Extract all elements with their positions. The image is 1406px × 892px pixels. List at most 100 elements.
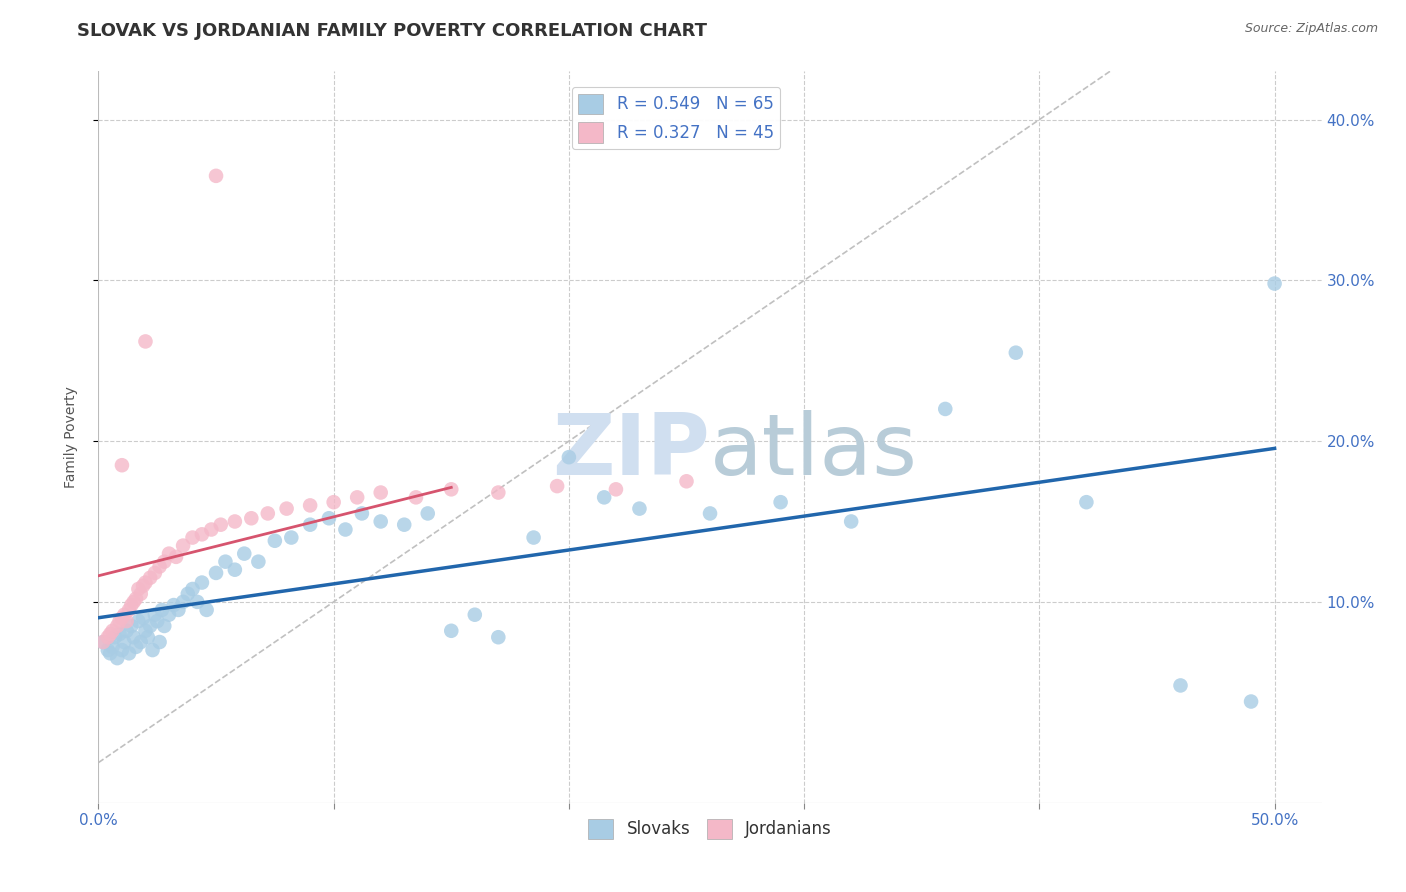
Point [276,501,298,516]
Point [322,495,344,509]
Point [172,539,194,553]
Point [233,547,256,561]
Point [1240,694,1263,708]
Point [256,507,278,521]
Point [186,595,208,609]
Point [318,511,340,525]
Point [486,630,509,644]
Point [181,531,204,545]
Point [125,640,148,654]
Point [699,507,721,521]
Point [839,515,862,529]
Point [112,635,135,649]
Point [299,499,322,513]
Point [153,619,176,633]
Point [157,607,180,622]
Point [440,624,463,638]
Point [105,651,128,665]
Point [240,511,263,525]
Point [165,549,187,564]
Point [1264,277,1286,291]
Point [558,450,581,465]
Point [405,491,427,505]
Point [118,603,141,617]
Point [191,527,214,541]
Point [129,635,152,649]
Point [157,547,180,561]
Point [127,614,149,628]
Point [335,523,357,537]
Point [224,515,246,529]
Point [205,566,228,580]
Point [122,595,145,609]
Point [122,630,145,644]
Point [934,401,956,416]
Point [205,169,228,183]
Point [134,575,156,590]
Point [143,566,166,580]
Point [91,635,114,649]
Point [111,611,134,625]
Point [593,491,616,505]
Point [464,607,486,622]
Point [769,495,792,509]
Point [370,515,392,529]
Point [108,614,131,628]
Point [1076,495,1098,509]
Point [247,555,270,569]
Point [167,603,190,617]
Point [149,635,172,649]
Point [280,531,302,545]
Point [143,607,166,622]
Point [523,531,546,545]
Point [134,624,156,638]
Point [98,627,121,641]
Point [172,595,194,609]
Point [104,630,127,644]
Point [115,624,138,638]
Point [139,571,162,585]
Text: Source: ZipAtlas.com: Source: ZipAtlas.com [1244,22,1378,36]
Point [141,643,163,657]
Point [125,591,148,606]
Point [127,582,149,596]
Text: atlas: atlas [710,410,918,493]
Point [346,491,368,505]
Point [139,619,162,633]
Point [97,630,120,644]
Point [263,533,285,548]
Point [132,579,155,593]
Point [675,475,697,489]
Point [111,643,134,657]
Point [191,575,214,590]
Point [605,483,627,497]
Point [440,483,463,497]
Point [136,630,159,644]
Point [91,635,114,649]
Text: SLOVAK VS JORDANIAN FAMILY POVERTY CORRELATION CHART: SLOVAK VS JORDANIAN FAMILY POVERTY CORRE… [77,22,707,40]
Point [134,334,156,349]
Point [350,507,373,521]
Point [392,517,416,532]
Point [416,507,439,521]
Point [224,563,246,577]
Point [118,646,141,660]
Point [628,501,651,516]
Point [112,607,135,622]
Point [111,458,134,473]
Point [370,485,392,500]
Point [209,517,232,532]
Point [195,603,218,617]
Point [1004,345,1026,359]
Point [1170,678,1192,692]
Point [108,627,131,641]
Point [120,619,142,633]
Point [546,479,568,493]
Y-axis label: Family Poverty: Family Poverty [63,386,77,488]
Point [153,555,176,569]
Point [101,640,124,654]
Point [98,646,121,660]
Point [214,555,236,569]
Point [163,598,186,612]
Point [97,643,120,657]
